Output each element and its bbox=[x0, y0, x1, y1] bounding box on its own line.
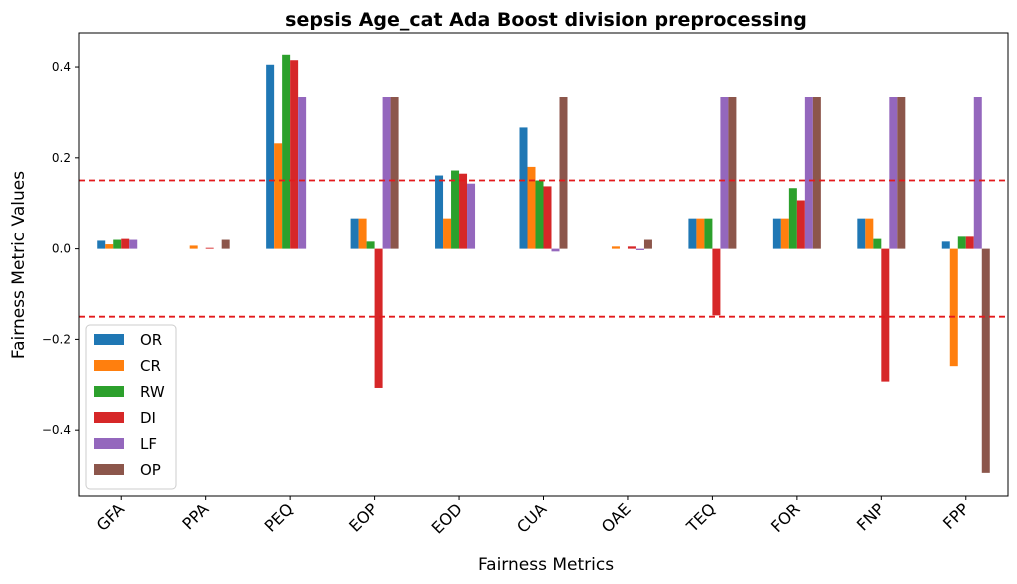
y-tick-label: −0.2 bbox=[42, 332, 71, 346]
bar-or-teq bbox=[688, 218, 697, 249]
x-tick-label: PEQ bbox=[261, 499, 297, 535]
bar-di-eop bbox=[374, 248, 383, 388]
bar-rw-teq bbox=[704, 218, 713, 249]
bar-rw-for bbox=[788, 188, 797, 249]
y-tick-label: −0.4 bbox=[42, 423, 71, 437]
y-axis-label: Fairness Metric Values bbox=[9, 171, 29, 359]
bar-lf-for bbox=[804, 97, 813, 249]
bar-lf-eod bbox=[467, 183, 476, 249]
x-tick-label: CUA bbox=[513, 499, 550, 536]
bar-lf-fnp bbox=[889, 97, 898, 249]
bar-cr-fnp bbox=[865, 218, 874, 249]
legend-label: RW bbox=[140, 383, 165, 401]
y-tick-label: 0.4 bbox=[52, 60, 71, 74]
x-tick-label: FNP bbox=[853, 499, 888, 534]
legend-swatch bbox=[94, 360, 124, 371]
bar-or-cua bbox=[519, 127, 528, 249]
x-tick-label: GFA bbox=[93, 499, 128, 534]
bar-di-peq bbox=[290, 60, 299, 249]
y-tick-label: 0.0 bbox=[52, 242, 71, 256]
x-tick-label: TEQ bbox=[682, 499, 719, 536]
bar-lf-oae bbox=[635, 248, 644, 250]
bar-rw-peq bbox=[282, 54, 291, 249]
legend: OR CR RW DI LF OP bbox=[85, 324, 177, 490]
bar-lf-fpp bbox=[973, 97, 982, 249]
legend-swatch bbox=[94, 464, 124, 475]
bar-di-for bbox=[796, 200, 805, 249]
bar-rw-cua bbox=[535, 180, 544, 249]
x-tick-label: EOD bbox=[428, 499, 466, 537]
y-tick-label: 0.2 bbox=[52, 151, 71, 165]
bar-cr-teq bbox=[696, 218, 705, 249]
legend-swatch bbox=[94, 386, 124, 397]
bar-cr-gfa bbox=[105, 244, 114, 249]
bar-cr-for bbox=[780, 218, 789, 249]
bar-op-eop bbox=[390, 97, 399, 249]
bar-cr-ppa bbox=[189, 245, 198, 249]
legend-swatch bbox=[94, 334, 124, 345]
bar-rw-eop bbox=[366, 241, 375, 249]
bar-or-gfa bbox=[97, 240, 106, 249]
bar-rw-eod bbox=[451, 170, 460, 249]
x-tick-label: EOP bbox=[345, 499, 382, 536]
plot-frame bbox=[78, 32, 1009, 497]
bar-di-eod bbox=[459, 173, 468, 249]
chart-title: sepsis Age_cat Ada Boost division prepro… bbox=[285, 9, 807, 31]
legend-label: DI bbox=[140, 409, 156, 427]
bar-lf-gfa bbox=[129, 239, 138, 249]
bar-op-for bbox=[812, 97, 821, 249]
bar-di-oae bbox=[627, 246, 636, 249]
x-axis-label: Fairness Metrics bbox=[478, 555, 614, 575]
bar-cr-fpp bbox=[949, 248, 958, 367]
bar-di-teq bbox=[712, 248, 721, 316]
bar-lf-cua bbox=[551, 248, 560, 252]
bar-or-peq bbox=[266, 64, 275, 249]
legend-label: OP bbox=[140, 461, 161, 479]
bar-lf-peq bbox=[298, 97, 307, 249]
x-tick-label: PPA bbox=[178, 499, 212, 533]
bar-cr-eop bbox=[358, 218, 367, 249]
legend-swatch bbox=[94, 438, 124, 449]
bar-di-fnp bbox=[881, 248, 890, 382]
bar-rw-fpp bbox=[957, 236, 966, 249]
bar-or-eop bbox=[350, 218, 359, 249]
bar-cr-peq bbox=[274, 143, 283, 249]
bar-or-eod bbox=[435, 175, 444, 249]
bar-or-fnp bbox=[857, 218, 866, 249]
bar-or-fpp bbox=[941, 241, 950, 249]
legend-label: CR bbox=[140, 357, 161, 375]
x-tick-label: OAE bbox=[598, 499, 635, 536]
bar-rw-fnp bbox=[873, 238, 882, 249]
bar-op-cua bbox=[559, 97, 568, 249]
bar-di-cua bbox=[543, 186, 552, 249]
plot-area: −0.4 −0.2 0.0 0.2 0.4 GFA PPA PEQ EOP EOD CUA OAE TE… bbox=[42, 32, 1009, 538]
bar-cr-eod bbox=[443, 218, 452, 249]
bar-di-gfa bbox=[121, 238, 130, 249]
bar-rw-gfa bbox=[113, 239, 122, 249]
bar-op-oae bbox=[643, 239, 652, 249]
bar-or-for bbox=[772, 218, 781, 249]
bar-op-ppa bbox=[221, 239, 230, 249]
x-tick-label: FOR bbox=[767, 499, 804, 536]
bar-op-fnp bbox=[897, 97, 906, 249]
bar-cr-oae bbox=[611, 246, 620, 249]
legend-swatch bbox=[94, 412, 124, 423]
bar-di-fpp bbox=[965, 236, 974, 249]
bar-lf-teq bbox=[720, 97, 729, 249]
legend-label: LF bbox=[140, 435, 157, 453]
bar-op-fpp bbox=[981, 248, 990, 473]
legend-label: OR bbox=[140, 331, 162, 349]
bar-lf-eop bbox=[382, 97, 391, 249]
x-tick-label: FPP bbox=[939, 499, 973, 533]
bar-op-teq bbox=[728, 97, 737, 249]
bar-cr-cua bbox=[527, 166, 536, 249]
bar-di-ppa bbox=[205, 247, 214, 249]
